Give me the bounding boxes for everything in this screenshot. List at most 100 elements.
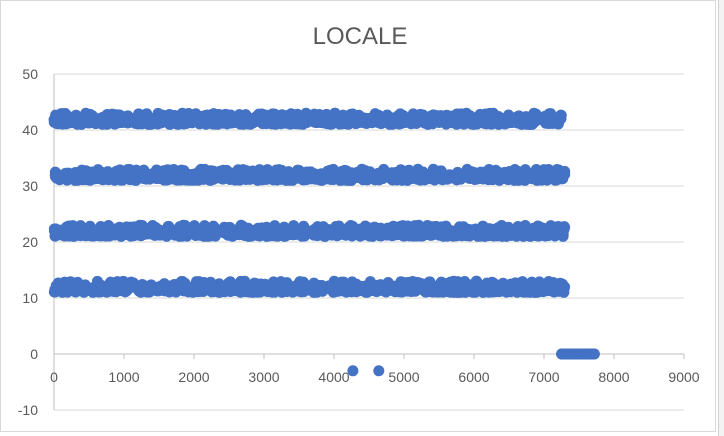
data-point	[482, 113, 494, 125]
data-point	[451, 108, 463, 120]
data-point	[387, 172, 399, 184]
data-point	[514, 169, 526, 181]
data-point	[65, 276, 77, 288]
data-point	[236, 282, 248, 294]
data-point	[401, 227, 413, 239]
data-point	[172, 169, 184, 181]
x-tick-label: 3000	[248, 369, 279, 385]
data-point	[280, 174, 292, 186]
data-point	[133, 227, 145, 239]
data-point	[558, 221, 570, 233]
data-point	[139, 112, 151, 124]
data-point	[161, 172, 173, 184]
data-point	[274, 228, 286, 240]
data-point	[240, 165, 252, 177]
data-point	[515, 113, 527, 125]
data-point	[120, 277, 132, 289]
data-point	[92, 171, 104, 183]
x-tick-label: 0	[50, 369, 58, 385]
data-point	[463, 171, 475, 183]
data-point	[198, 227, 210, 239]
data-point	[324, 116, 336, 128]
data-point	[253, 171, 265, 183]
data-point	[423, 276, 435, 288]
data-point	[543, 230, 555, 242]
data-point	[548, 286, 560, 298]
data-point	[319, 230, 331, 242]
data-point	[294, 118, 306, 130]
data-point	[393, 118, 405, 130]
data-point	[307, 281, 319, 293]
data-point	[419, 174, 431, 186]
data-point	[559, 168, 571, 180]
data-point	[366, 285, 378, 297]
y-tick-label: 50	[22, 66, 38, 82]
y-tick-label: -10	[18, 402, 38, 418]
x-tick-label: 7000	[528, 369, 559, 385]
data-point	[81, 171, 93, 183]
data-point	[342, 285, 354, 297]
data-point	[169, 117, 181, 129]
data-point	[395, 279, 407, 291]
data-point	[207, 220, 219, 232]
data-point	[557, 283, 569, 295]
data-point	[188, 280, 200, 292]
data-point	[149, 229, 161, 241]
data-point	[430, 114, 442, 126]
y-tick-label: 10	[22, 290, 38, 306]
y-tick-label: 20	[22, 234, 38, 250]
chart-title: LOCALE	[313, 23, 408, 50]
data-point	[56, 169, 68, 181]
data-point	[375, 230, 387, 242]
data-point	[101, 284, 113, 296]
data-point	[298, 172, 310, 184]
data-point	[433, 283, 445, 295]
data-point	[229, 224, 241, 236]
data-point	[260, 226, 272, 238]
data-point	[308, 229, 320, 241]
data-point	[84, 226, 96, 238]
data-point	[125, 167, 137, 179]
data-point	[48, 223, 60, 235]
x-tick-label: 9000	[668, 369, 699, 385]
chart-area	[0, 0, 716, 432]
data-point	[535, 114, 547, 126]
data-point	[488, 229, 500, 241]
data-point	[500, 229, 512, 241]
data-point	[179, 113, 191, 125]
data-point	[266, 278, 278, 290]
data-point	[161, 282, 173, 294]
data-point	[172, 226, 184, 238]
data-point	[293, 285, 305, 297]
data-point	[250, 278, 262, 290]
data-point	[290, 228, 302, 240]
data-point	[84, 108, 96, 120]
x-tick-label: 6000	[458, 369, 489, 385]
x-axis: 0 1000 2000 3000 4000 5000 6000 7000 8000 9000	[50, 74, 700, 410]
data-point	[414, 282, 426, 294]
data-point	[518, 286, 530, 298]
data-point	[526, 227, 538, 239]
data-point	[422, 118, 434, 130]
data-point	[351, 283, 363, 295]
data-point	[373, 173, 385, 185]
data-point	[113, 284, 125, 296]
x-tick-label: 2000	[178, 369, 209, 385]
data-point	[217, 164, 229, 176]
data-point	[238, 227, 250, 239]
data-point	[76, 280, 88, 292]
data-point	[481, 169, 493, 181]
data-point	[347, 113, 359, 125]
data-point	[104, 113, 116, 125]
data-point	[525, 172, 537, 184]
y-axis-ticks: -10 0 10 20 30 40 50	[18, 66, 38, 418]
data-point	[160, 229, 172, 241]
data-point	[394, 110, 406, 122]
data-point	[63, 114, 75, 126]
data-point	[117, 174, 129, 186]
data-point	[215, 286, 227, 298]
data-point	[386, 112, 398, 124]
data-point	[438, 172, 450, 184]
data-point	[350, 229, 362, 241]
